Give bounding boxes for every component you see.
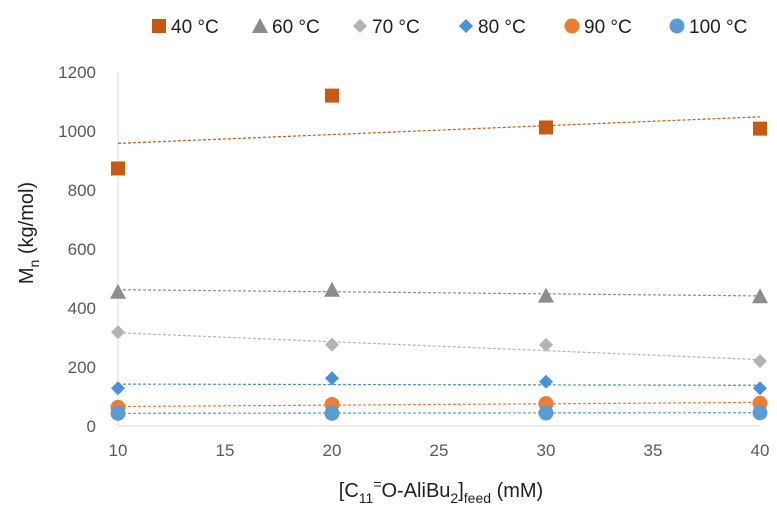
data-point [111,325,125,340]
data-point [324,405,340,421]
y-tick-label: 0 [87,417,96,436]
data-point [539,374,553,389]
legend-label: 70 °C [372,17,420,38]
x-tick-label: 10 [109,441,128,460]
legend-marker [353,19,367,33]
data-point [752,288,768,304]
y-tick-label: 1200 [58,63,96,82]
y-tick-label: 1000 [58,122,96,141]
y-tick-label: 600 [68,240,96,259]
x-tick-label: 15 [216,441,235,460]
data-point [752,405,768,421]
x-tick-label: 40 [751,441,770,460]
legend-marker [252,18,268,33]
data-point [324,281,340,297]
trendlines [117,116,761,414]
data-point [539,337,553,352]
x-tick-labels: 10 15 20 25 30 35 40 [109,441,770,460]
data-point [538,287,554,303]
x-tick-label: 25 [430,441,449,460]
legend: 40 °C 60 °C 70 °C 80 °C 90 °C 100 °C [152,17,747,38]
legend-marker [152,19,166,33]
legend-label: 90 °C [584,17,632,38]
x-tick-label: 35 [644,441,663,460]
data-point [539,120,553,135]
data-point [325,88,339,103]
trendline [117,116,761,144]
data-point [753,354,767,369]
trendline [117,289,761,297]
data-point [110,405,126,421]
trendline [117,383,761,386]
trendline [117,401,761,408]
data-point [111,161,125,176]
data-point [538,405,554,421]
x-axis-title: [C11=O-AliBu2]feed (mM) [339,476,543,506]
data-point [325,337,339,352]
y-tick-label: 400 [68,299,96,318]
legend-marker [459,19,473,33]
legend-label: 40 °C [171,17,219,38]
y-tick-labels: 0 200 400 600 800 1000 1200 [58,63,96,436]
legend-label: 100 °C [689,17,747,38]
y-axis-title: Mn (kg/mol) [16,182,42,284]
axes [117,72,760,427]
x-tick-label: 30 [537,441,556,460]
data-point [753,121,767,136]
trendline [117,412,761,414]
data-point [325,371,339,386]
data-points [110,88,768,421]
data-point [111,381,125,396]
data-point [753,381,767,396]
legend-label: 60 °C [272,17,320,38]
trendline [117,332,761,361]
legend-marker [564,18,580,34]
legend-label: 80 °C [478,17,526,38]
legend-marker [669,18,685,34]
data-point [110,283,126,299]
x-tick-label: 20 [323,441,342,460]
y-tick-label: 800 [68,181,96,200]
y-tick-label: 200 [68,358,96,377]
